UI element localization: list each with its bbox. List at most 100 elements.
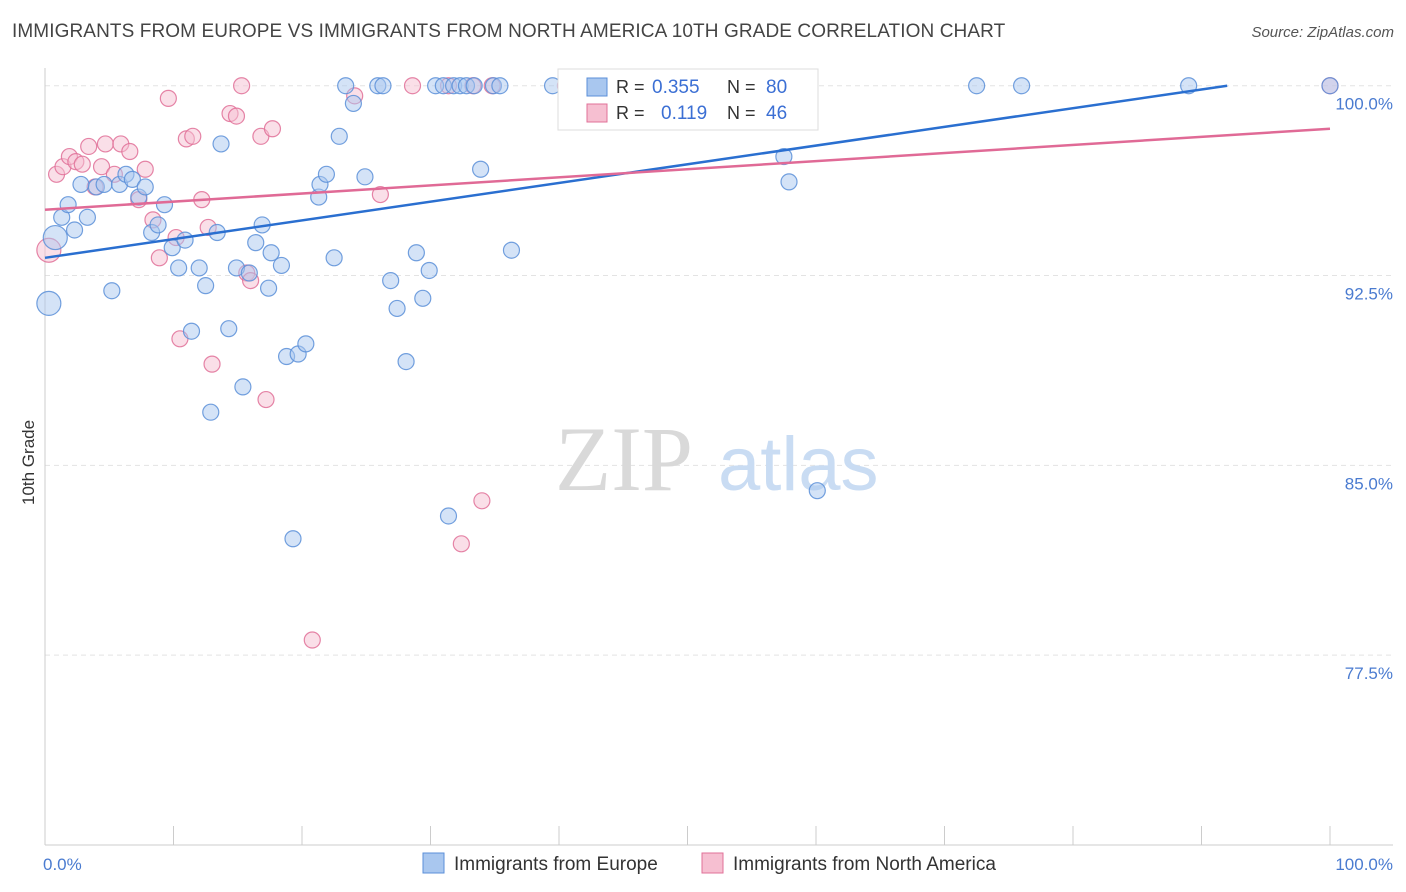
europe-point-1 [42,224,68,251]
europe-point-35 [272,256,291,275]
europe-point-53 [407,244,425,262]
europe-point-47 [356,168,374,186]
grid-lines [45,85,1393,656]
bottom-legend-north-america: Immigrants from North America [733,854,996,875]
europe-point-74 [780,173,798,191]
europe-point-75 [808,482,826,500]
north-america-point-36 [403,77,422,95]
y-tick-label-0: 77.5% [1345,664,1393,683]
north-america-point-12 [121,142,139,161]
source-label: Source: ZipAtlas.com [1251,24,1394,41]
watermark-atlas: atlas [718,422,879,507]
europe-point-42 [317,165,336,183]
europe-point-77 [1012,77,1031,95]
legend-n-label: N = [727,77,756,97]
legend-n-label-2: N = [727,103,756,123]
north-america-point-5 [73,155,91,173]
europe-point-39 [297,335,315,353]
europe-point-29 [234,378,252,396]
europe-point-73 [775,147,793,166]
europe-point-58 [439,507,458,525]
legend-r-europe: 0.355 [652,77,700,98]
north-america-point-40 [473,492,491,510]
north-america-point-38 [452,535,470,553]
legend-r-north-america: 0.119 [661,103,707,124]
europe-point-20 [176,231,194,249]
bottom-legend-europe: Immigrants from Europe [454,854,658,875]
north-america-point-16 [150,249,168,267]
x-tick-label-max: 100.0% [1335,855,1393,874]
europe-point-17 [155,196,174,214]
europe-point-43 [325,249,343,267]
europe-point-26 [212,135,230,153]
europe-point-12 [123,170,141,188]
europe-point-45 [337,77,355,95]
y-tick-label-2: 92.5% [1345,285,1393,304]
europe-point-34 [262,244,280,262]
y-tick-label-1: 85.0% [1345,474,1393,493]
europe-point-33 [259,279,278,297]
europe-point-63 [472,160,490,178]
north-america-point-31 [257,390,275,409]
europe-point-19 [170,259,188,277]
europe-point-66 [502,241,521,259]
legend-swatch-north-america [586,103,608,123]
north-america-point-32 [263,120,282,138]
europe-point-55 [420,261,438,280]
north-america-point-14 [136,160,154,178]
north-america-point-35 [371,185,389,204]
watermark: ZIP atlas [555,408,879,510]
europe-point-37 [284,530,302,548]
europe-point-27 [220,320,238,338]
europe-point-0 [36,290,62,316]
north-america-point-27 [233,77,251,95]
north-america-point-8 [92,158,111,176]
bottom-legend-swatch-europe [422,852,445,874]
europe-point-62 [465,77,483,95]
europe-point-23 [197,277,215,295]
stats-legend: R = 0.355 N = 80 R = 0.119 N = 46 [557,68,819,131]
europe-point-50 [382,271,400,290]
europe-point-16 [149,216,167,234]
north-america-point-26 [227,107,246,125]
north-america-point-21 [184,127,202,145]
x-tick-label-min: 0.0% [43,855,82,874]
europe-point-54 [414,289,432,307]
axes [44,68,1393,846]
europe-point-31 [247,234,265,252]
europe-point-14 [136,178,154,196]
north-america-point-24 [203,355,221,373]
north-america-point-33 [303,631,321,649]
legend-r-label: R = [616,77,645,97]
north-america-point-9 [96,135,114,153]
north-america-point-17 [159,89,177,107]
europe-point-52 [397,352,415,371]
europe-point-65 [491,77,509,95]
series-legend: Immigrants from Europe Immigrants from N… [422,852,996,875]
europe-point-5 [72,175,90,194]
north-america-point-6 [80,137,98,156]
legend-swatch-europe [586,77,608,97]
europe-point-24 [202,403,220,421]
bottom-legend-swatch-north-america [701,852,724,874]
legend-n-north-america: 46 [766,103,787,124]
europe-point-76 [968,77,986,95]
y-axis-label: 10th Grade [19,420,38,505]
europe-point-30 [240,264,258,282]
europe-point-51 [388,299,406,318]
europe-point-79 [1321,77,1339,95]
europe-point-8 [95,175,113,194]
y-tick-label-3: 100.0% [1335,95,1393,114]
europe-point-44 [330,127,348,145]
europe-point-4 [65,221,84,239]
north-america-trend-line [44,127,1331,211]
europe-point-21 [182,322,201,340]
europe-point-46 [344,94,362,113]
europe-point-6 [78,208,97,226]
watermark-zip: ZIP [555,408,693,510]
trend-lines [44,84,1331,260]
europe-point-9 [103,282,121,300]
y-tick-labels: 77.5% 85.0% 92.5% 100.0% [1335,95,1393,683]
europe-point-3 [59,196,77,214]
